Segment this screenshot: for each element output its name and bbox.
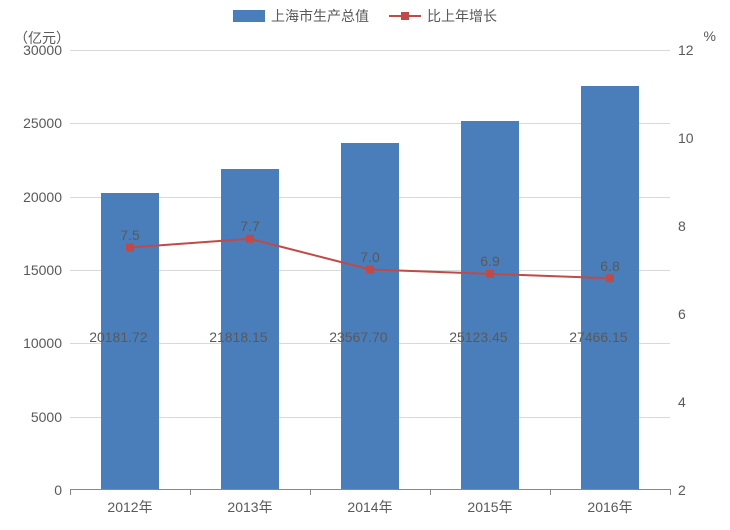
y-right-axis-title: % [704, 28, 716, 44]
plot-area: 0500010000150002000025000300002468101220… [70, 50, 670, 490]
y-left-tick-label: 20000 [23, 189, 62, 205]
y-left-tick-label: 25000 [23, 115, 62, 131]
x-tick [550, 489, 551, 495]
y-right-tick-label: 2 [678, 482, 686, 498]
y-left-tick-label: 30000 [23, 42, 62, 58]
x-tick-label: 2016年 [587, 497, 632, 517]
legend-line-label: 比上年增长 [427, 6, 497, 26]
legend: 上海市生产总值 比上年增长 [233, 6, 497, 26]
legend-bar-item: 上海市生产总值 [233, 6, 369, 26]
y-right-tick-label: 4 [678, 394, 686, 410]
x-tick-label: 2014年 [347, 497, 392, 517]
x-tick [310, 489, 311, 495]
chart-container: 上海市生产总值 比上年增长 （亿元） % 0500010000150002000… [0, 0, 730, 530]
line-marker [606, 274, 614, 282]
y-left-tick-label: 5000 [31, 409, 62, 425]
line-marker [486, 270, 494, 278]
y-right-tick-label: 12 [678, 42, 694, 58]
legend-bar-label: 上海市生产总值 [271, 6, 369, 26]
y-right-tick-label: 6 [678, 306, 686, 322]
x-tick [70, 489, 71, 495]
x-tick-label: 2012年 [107, 497, 152, 517]
y-right-tick-label: 10 [678, 130, 694, 146]
x-tick-label: 2013年 [227, 497, 272, 517]
y-right-tick-label: 8 [678, 218, 686, 234]
x-tick [430, 489, 431, 495]
line-marker [126, 244, 134, 252]
y-left-tick-label: 0 [54, 482, 62, 498]
line-marker [246, 235, 254, 243]
legend-bar-swatch [233, 10, 265, 22]
legend-line-item: 比上年增长 [389, 6, 497, 26]
y-left-tick-label: 10000 [23, 335, 62, 351]
legend-line-swatch [389, 15, 421, 17]
line-series [70, 50, 670, 489]
line-marker [366, 266, 374, 274]
x-tick-label: 2015年 [467, 497, 512, 517]
x-tick [190, 489, 191, 495]
x-tick [670, 489, 671, 495]
y-left-tick-label: 15000 [23, 262, 62, 278]
